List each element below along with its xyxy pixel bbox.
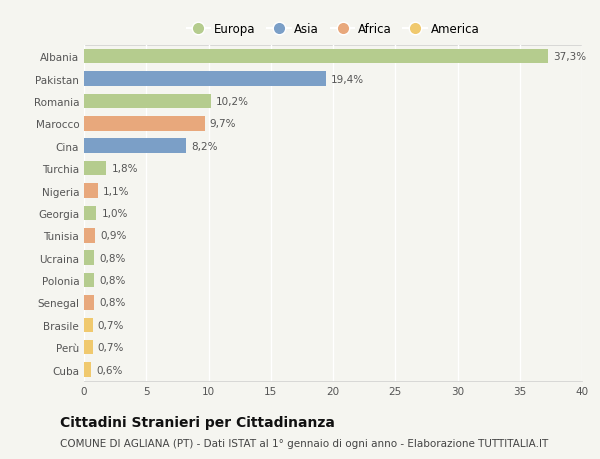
Bar <box>84 206 97 221</box>
Text: 0,8%: 0,8% <box>99 298 125 308</box>
Text: 0,6%: 0,6% <box>97 365 123 375</box>
Bar <box>84 72 326 87</box>
Bar <box>84 273 94 288</box>
Text: 8,2%: 8,2% <box>191 141 218 151</box>
Bar <box>84 318 93 332</box>
Text: 1,1%: 1,1% <box>103 186 129 196</box>
Text: 1,0%: 1,0% <box>101 208 128 218</box>
Legend: Europa, Asia, Africa, America: Europa, Asia, Africa, America <box>182 18 484 41</box>
Bar <box>84 162 106 176</box>
Text: 9,7%: 9,7% <box>210 119 236 129</box>
Bar <box>84 296 94 310</box>
Text: 0,9%: 0,9% <box>100 231 127 241</box>
Text: 19,4%: 19,4% <box>331 74 364 84</box>
Text: 10,2%: 10,2% <box>216 97 249 107</box>
Bar <box>84 117 205 131</box>
Text: Cittadini Stranieri per Cittadinanza: Cittadini Stranieri per Cittadinanza <box>60 415 335 429</box>
Bar <box>84 229 95 243</box>
Bar <box>84 184 98 198</box>
Bar <box>84 251 94 265</box>
Text: COMUNE DI AGLIANA (PT) - Dati ISTAT al 1° gennaio di ogni anno - Elaborazione TU: COMUNE DI AGLIANA (PT) - Dati ISTAT al 1… <box>60 438 548 448</box>
Text: 0,8%: 0,8% <box>99 253 125 263</box>
Bar <box>84 363 91 377</box>
Bar <box>84 340 93 355</box>
Text: 37,3%: 37,3% <box>553 52 586 62</box>
Bar <box>84 139 186 154</box>
Bar <box>84 95 211 109</box>
Bar <box>84 50 548 64</box>
Text: 1,8%: 1,8% <box>112 164 138 174</box>
Text: 0,7%: 0,7% <box>98 342 124 353</box>
Text: 0,8%: 0,8% <box>99 275 125 285</box>
Text: 0,7%: 0,7% <box>98 320 124 330</box>
